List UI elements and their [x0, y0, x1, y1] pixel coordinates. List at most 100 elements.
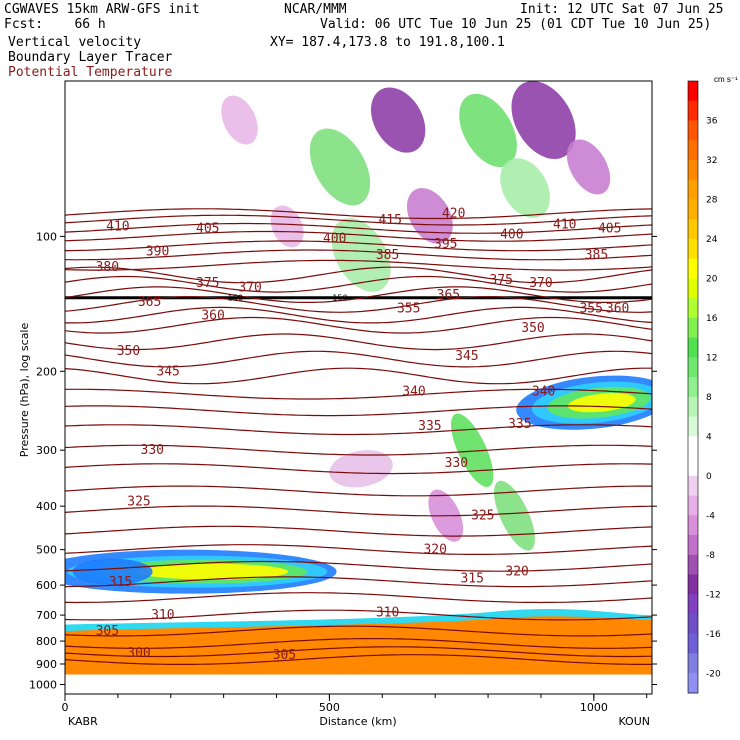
colorbar-label: -12	[706, 590, 721, 600]
vv-cell	[221, 95, 258, 145]
right-station-label: KOUN	[618, 715, 650, 728]
theta-line	[65, 350, 652, 368]
colorbar-swatch	[688, 357, 698, 378]
y-tick-label: 900	[36, 658, 57, 671]
theta-label: 340	[532, 385, 555, 400]
vv-cell	[138, 563, 289, 580]
axes: 100 200 300 400 500 600 700 800 900 1000 0 500 1000	[29, 230, 657, 714]
theta-line	[65, 316, 652, 334]
colorbar-label: -4	[706, 511, 715, 521]
theta-label: 325	[471, 509, 494, 524]
left-station-label: KABR	[68, 715, 98, 728]
y-tick-label: 200	[36, 365, 57, 378]
theta-label: 390	[146, 244, 169, 259]
theta-line	[65, 388, 652, 400]
theta-line	[65, 646, 652, 658]
colorbar-label: 8	[706, 393, 712, 403]
theta-line	[65, 485, 652, 497]
theta-label: 335	[418, 419, 441, 434]
colorbar-swatch	[688, 377, 698, 398]
theta-line	[65, 576, 652, 588]
colorbar-label: -8	[706, 551, 715, 561]
colorbar-swatch	[688, 199, 698, 220]
colorbar-swatch	[688, 436, 698, 457]
y-tick-label: 700	[36, 609, 57, 622]
x-tick-label: 500	[319, 701, 340, 714]
colorbar-swatch	[688, 515, 698, 536]
theta-line	[65, 625, 652, 637]
theta-line	[65, 505, 652, 517]
theta-line	[65, 296, 652, 313]
theta-line	[65, 638, 652, 649]
theta-label: 310	[151, 608, 174, 623]
theta-label: 380	[96, 260, 119, 275]
header-valid: Valid: 06 UTC Tue 10 Jun 25 (01 CDT Tue …	[320, 17, 712, 32]
theta-label: 360	[201, 308, 224, 323]
forecast-value: 66 h	[74, 17, 106, 32]
header-forecast-hour: Fcst: 66 h	[4, 17, 106, 32]
colorbar-label: 20	[706, 274, 718, 284]
theta-line	[65, 592, 652, 604]
theta-label: 305	[273, 648, 296, 663]
theta-label: 345	[156, 364, 179, 379]
colorbar-swatch	[688, 278, 698, 299]
colorbar-frame	[687, 80, 699, 694]
colorbar-swatch	[688, 159, 698, 181]
colorbar-swatch	[688, 238, 698, 260]
colorbar-swatch	[688, 298, 698, 319]
theta-label: 335	[508, 417, 531, 432]
colorbar-label: 32	[706, 156, 717, 166]
header-xy: XY= 187.4,173.8 to 191.8,100.1	[270, 35, 505, 50]
theta-line	[65, 249, 652, 261]
colorbar-label: -16	[706, 630, 721, 640]
colorbar-label: 36	[706, 116, 718, 126]
y-tick-label: 400	[36, 500, 57, 513]
theta-label: 340	[402, 385, 425, 400]
theta-line	[65, 405, 652, 417]
colorbar-units: cm s⁻¹	[714, 75, 738, 84]
contour-labels: 300 305 305 310 310 315 315 320 320 325 325 330 330 3…	[96, 207, 630, 663]
theta-label: 320	[423, 543, 446, 558]
theta-label: 365	[138, 295, 161, 310]
colorbar-swatch	[688, 535, 698, 556]
theta-label: 370	[529, 276, 552, 291]
theta-line	[65, 230, 652, 242]
plot-frame	[64, 80, 653, 695]
boundary-layer-orange	[65, 616, 652, 675]
theta-line	[65, 367, 652, 385]
theta-line	[65, 214, 652, 226]
theta-label: 370	[238, 280, 261, 295]
theta-line	[65, 544, 652, 555]
theta-label: 415	[378, 213, 401, 228]
y-axis-label: Pressure (hPa), log scale	[18, 323, 31, 458]
vv-cell	[511, 81, 576, 160]
theta-line	[65, 444, 652, 456]
theta-label: 420	[442, 207, 465, 222]
colorbar-swatch	[688, 258, 698, 279]
vv-cell	[329, 450, 393, 488]
vv-cell	[451, 413, 494, 487]
vv-cell	[370, 87, 426, 153]
theta-line	[65, 222, 652, 234]
theta-label: 400	[500, 227, 523, 242]
theta-label: 310	[376, 605, 399, 620]
colorbar-swatch	[688, 653, 698, 674]
vv-cell	[270, 205, 304, 248]
theta-line	[65, 333, 652, 351]
colorbar-swatch	[688, 179, 698, 200]
colorbar-swatch	[688, 100, 698, 121]
theta-line	[65, 275, 652, 293]
y-tick-label: 800	[36, 635, 57, 648]
theta-line	[65, 609, 652, 621]
theta-label: 400	[323, 231, 346, 246]
theta-contours	[65, 208, 652, 665]
theta-label: 315	[109, 575, 132, 590]
colorbar-label: 4	[706, 432, 712, 442]
header-field-2: Boundary Layer Tracer	[8, 50, 173, 65]
theta-label: 410	[553, 217, 576, 232]
vv-cell	[566, 139, 611, 195]
colorbar-swatch	[688, 219, 698, 240]
colorbar-label: 16	[706, 314, 718, 324]
theta-label: 350	[117, 344, 140, 359]
